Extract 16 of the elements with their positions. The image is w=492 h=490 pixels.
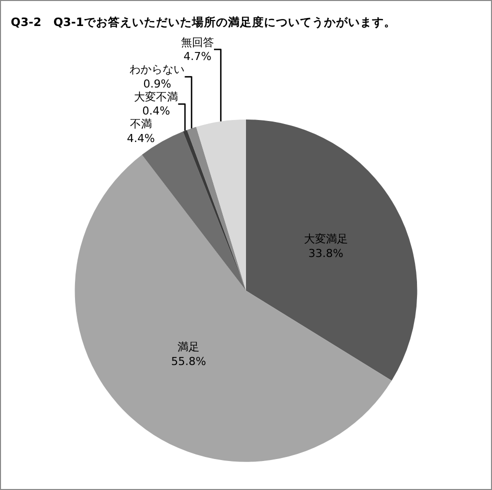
data-label: 0.4%	[142, 104, 170, 118]
data-label: 4.7%	[184, 50, 212, 64]
slice-label: 大変満足	[304, 232, 348, 246]
data-label: 33.8%	[308, 246, 344, 260]
slice-label: 不満	[130, 118, 152, 131]
pie-slice	[74, 154, 392, 462]
data-label: 55.8%	[171, 354, 206, 368]
pie-slice	[196, 119, 246, 291]
slice-label: 満足	[178, 340, 200, 354]
chart-title: Q3-2 Q3-1でお答えいただいた場所の満足度についてうかがいます。	[10, 15, 396, 30]
slice-label: わからない	[130, 63, 185, 76]
slice-label: 大変不満	[134, 90, 178, 104]
pie-slice	[246, 119, 417, 381]
data-label: 0.9%	[143, 77, 172, 90]
data-label: 4.4%	[126, 132, 155, 146]
slice-label: 無回答	[180, 36, 214, 49]
